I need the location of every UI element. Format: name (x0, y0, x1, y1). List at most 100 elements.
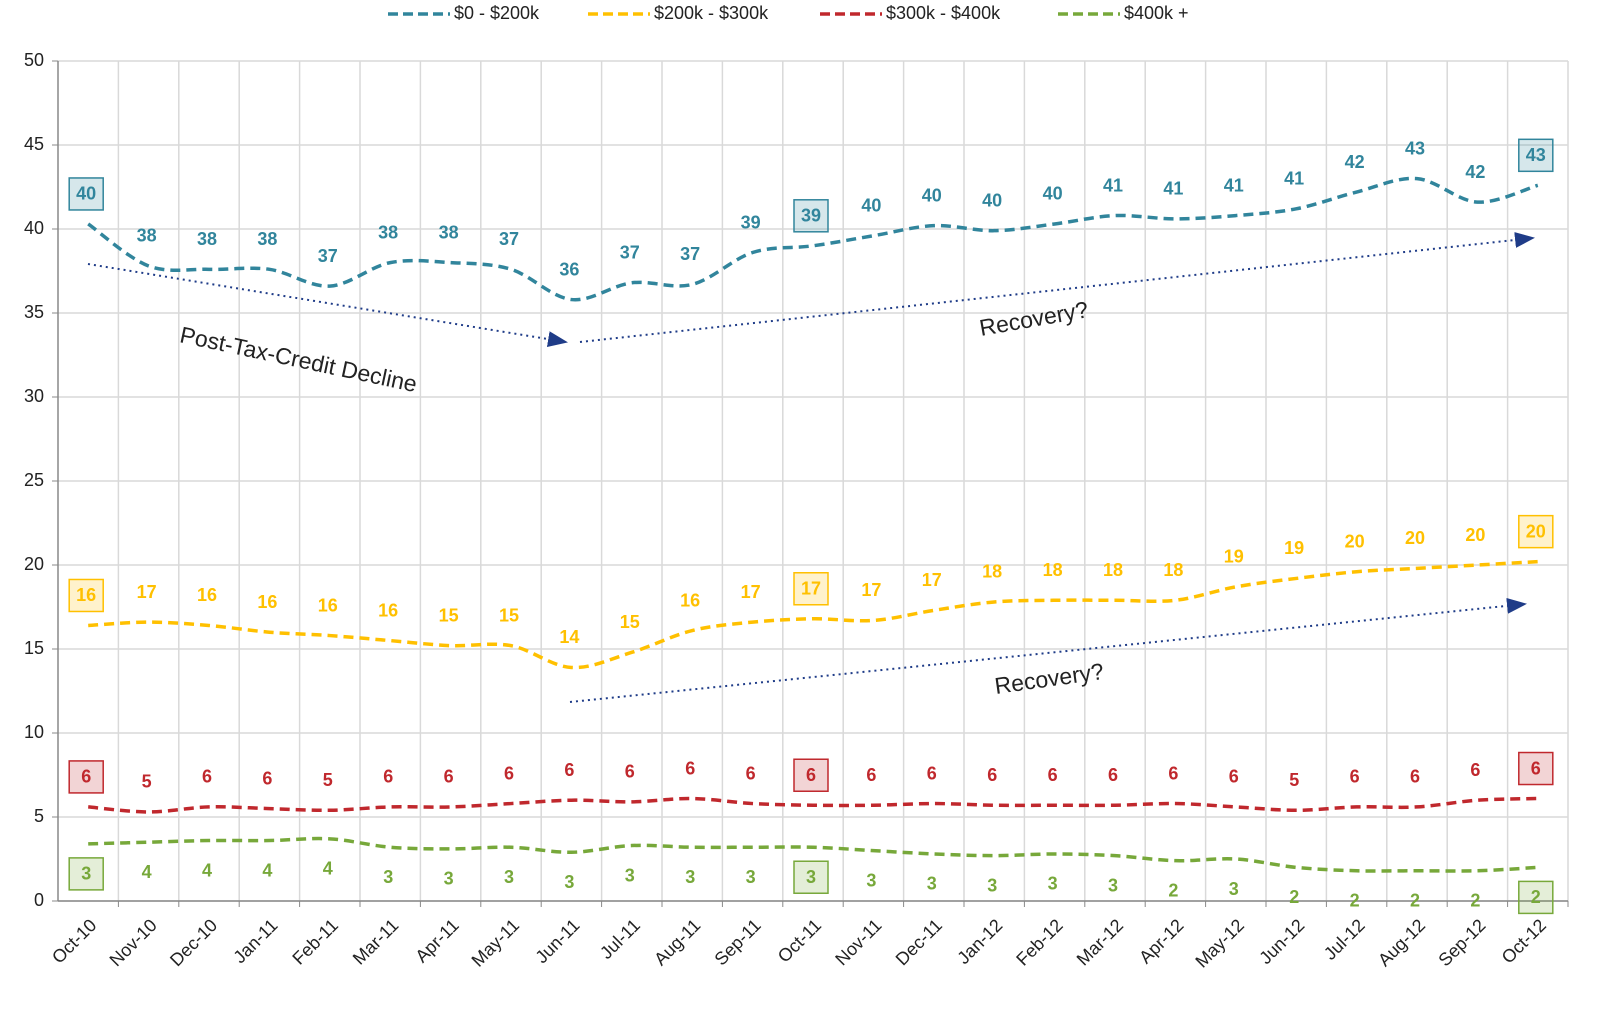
legend-label: $200k - $300k (654, 3, 769, 23)
data-label: 3 (1229, 879, 1239, 899)
x-tick-label: Jan-11 (229, 915, 281, 967)
data-label: 39 (801, 206, 821, 226)
data-label: 2 (1470, 891, 1480, 911)
x-tick-label: Nov-11 (831, 915, 885, 969)
data-label: 40 (1043, 184, 1063, 204)
data-label: 16 (76, 585, 96, 605)
series-line (88, 836, 1538, 873)
data-label: 2 (1289, 887, 1299, 907)
data-label: 43 (1526, 145, 1546, 165)
data-label: 38 (197, 229, 217, 249)
data-label: 6 (262, 768, 272, 788)
data-label: 6 (987, 765, 997, 785)
x-tick-label: Nov-10 (106, 915, 161, 970)
data-label: 42 (1465, 162, 1485, 182)
data-label: 16 (257, 592, 277, 612)
x-tick-label: Feb-12 (1012, 915, 1066, 969)
data-label: 17 (741, 582, 761, 602)
data-label: 40 (76, 184, 96, 204)
data-label: 3 (444, 869, 454, 889)
x-tick-label: Dec-10 (166, 915, 221, 970)
data-label: 38 (439, 222, 459, 242)
trend-arrow (569, 597, 1527, 703)
y-tick-label: 40 (24, 218, 44, 238)
data-label: 19 (1224, 547, 1244, 567)
data-label: 6 (1350, 767, 1360, 787)
label-box (793, 572, 829, 606)
data-label: 38 (378, 222, 398, 242)
data-label: 18 (982, 562, 1002, 582)
data-label: 5 (323, 770, 333, 790)
annotation: Post-Tax-Credit Decline (178, 321, 420, 397)
data-label: 3 (866, 870, 876, 890)
data-label: 3 (564, 872, 574, 892)
data-label: 3 (685, 867, 695, 887)
label-box (68, 177, 104, 211)
label-box (68, 760, 104, 794)
y-tick-label: 45 (24, 134, 44, 154)
data-label: 4 (202, 860, 212, 880)
data-label: 17 (861, 580, 881, 600)
label-box (68, 578, 104, 613)
data-label: 3 (1108, 875, 1118, 895)
annotation: Recovery? (977, 296, 1090, 341)
data-label: 20 (1526, 521, 1546, 541)
data-label: 15 (620, 612, 640, 632)
data-label: 41 (1103, 175, 1123, 195)
x-tick-label: May-12 (1191, 915, 1248, 972)
data-label: 4 (262, 860, 272, 880)
data-label: 6 (1531, 758, 1541, 778)
data-label: 6 (685, 758, 695, 778)
data-label: 3 (81, 864, 91, 884)
legend-label: $300k - $400k (886, 3, 1001, 23)
data-label: 38 (137, 226, 157, 246)
data-label: 17 (137, 582, 157, 602)
data-label: 17 (922, 570, 942, 590)
x-tick-label: Aug-11 (650, 915, 704, 969)
label-box (1518, 880, 1554, 915)
x-tick-label: Mar-12 (1073, 915, 1127, 969)
series-line (88, 559, 1538, 670)
x-tick-label: Aug-12 (1374, 915, 1429, 970)
data-label: 18 (1103, 560, 1123, 580)
data-label: 2 (1168, 880, 1178, 900)
data-label: 6 (383, 767, 393, 787)
data-label: 43 (1405, 138, 1425, 158)
x-tick-label: Apr-11 (411, 915, 462, 966)
y-tick-label: 30 (24, 386, 44, 406)
data-label: 6 (564, 760, 574, 780)
data-label: 6 (1229, 767, 1239, 787)
data-label: 6 (1410, 767, 1420, 787)
data-label: 3 (625, 865, 635, 885)
y-tick-label: 20 (24, 554, 44, 574)
data-label: 37 (499, 229, 519, 249)
data-label: 3 (1048, 874, 1058, 894)
data-label: 3 (504, 867, 514, 887)
data-label: 6 (504, 763, 514, 783)
y-tick-label: 15 (24, 638, 44, 658)
x-tick-label: Jun-11 (531, 915, 583, 967)
data-label: 16 (197, 585, 217, 605)
data-label: 41 (1163, 179, 1183, 199)
label-box (1518, 514, 1554, 549)
data-label: 2 (1350, 891, 1360, 911)
x-tick-label: Apr-12 (1135, 915, 1187, 967)
data-label: 20 (1465, 525, 1485, 545)
data-label: 6 (1048, 765, 1058, 785)
label-box (68, 857, 104, 891)
annotation: Recovery? (993, 658, 1105, 699)
y-tick-label: 0 (34, 890, 44, 910)
y-tick-label: 50 (24, 50, 44, 70)
series-line (87, 176, 1539, 302)
data-label: 2 (1531, 887, 1541, 907)
data-label: 6 (806, 765, 816, 785)
y-tick-label: 35 (24, 302, 44, 322)
label-box (793, 199, 829, 233)
trend-arrow (579, 231, 1535, 343)
data-label: 6 (444, 767, 454, 787)
data-label: 2 (1410, 891, 1420, 911)
x-tick-label: Jan-12 (953, 915, 1006, 968)
data-label: 41 (1284, 169, 1304, 189)
data-label: 18 (1043, 560, 1063, 580)
